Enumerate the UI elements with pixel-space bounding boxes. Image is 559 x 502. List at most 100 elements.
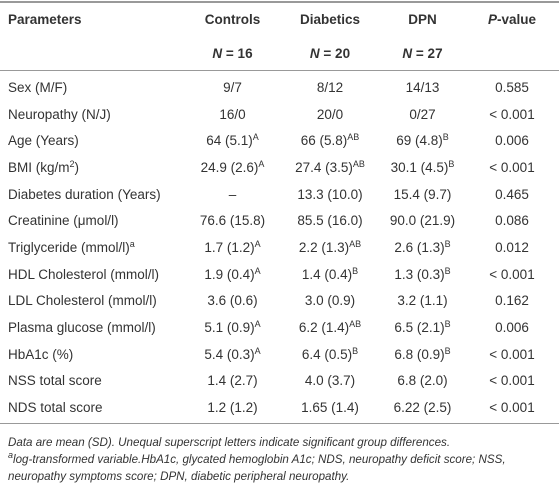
- parameter-name: Sex (M/F): [8, 79, 68, 95]
- cell: 3.0 (0.9): [304, 293, 356, 309]
- cell: 1.9 (0.4)A: [185, 261, 280, 288]
- superscript: AB: [349, 238, 362, 249]
- cell: 24.9 (2.6)A: [185, 154, 280, 181]
- sample-size: N = 16: [185, 36, 280, 71]
- superscript: B: [442, 132, 449, 143]
- superscript: B: [444, 345, 451, 356]
- superscript: A: [252, 132, 259, 143]
- text: 6.5 (2.1): [394, 320, 445, 336]
- text: Data are mean (SD). Unequal superscript …: [8, 435, 451, 449]
- cell: 0.162: [495, 293, 529, 309]
- cell: 0/27: [409, 106, 436, 122]
- table-row: HbA1c (%) 5.4 (0.3)A 6.4 (0.5)B 6.8 (0.9)B <…: [0, 341, 559, 368]
- table-row: Age (Years) 64 (5.1)A 66 (5.8)AB 69 (4.8)B 0…: [0, 127, 559, 154]
- sample-size: N = 20: [280, 36, 380, 71]
- italic-text: N: [309, 45, 320, 61]
- parameter-name: HDL Cholesterol (mmol/l): [8, 266, 160, 282]
- parameter-name: BMI (kg/m2): [0, 154, 185, 181]
- cell: 1.4 (2.7): [207, 373, 258, 389]
- superscript: A: [254, 238, 261, 249]
- text: 5.4 (0.3): [204, 346, 255, 362]
- text: = 16: [222, 45, 253, 61]
- superscript: B: [444, 319, 451, 330]
- text: = 27: [412, 45, 443, 61]
- superscript: B: [352, 265, 359, 276]
- cell: 2.6 (1.3)B: [380, 234, 465, 261]
- cell: 4.0 (3.7): [304, 373, 356, 389]
- cell: 6.5 (2.1)B: [380, 314, 465, 341]
- superscript: A: [254, 265, 261, 276]
- cell: < 0.001: [489, 159, 535, 175]
- superscript: B: [448, 158, 455, 169]
- superscript: B: [444, 238, 451, 249]
- cell: 9/7: [223, 79, 242, 95]
- table-row: NSS total score 1.4 (2.7) 4.0 (3.7) 6.8 (2.…: [0, 368, 559, 395]
- superscript: a: [8, 449, 14, 460]
- cell: 0.012: [495, 239, 529, 255]
- parameter-name: NSS total score: [8, 373, 102, 389]
- cell: 1.4 (0.4)B: [280, 261, 380, 288]
- cell: 3.6 (0.6): [207, 293, 258, 309]
- text: 27.4 (3.5): [295, 159, 353, 175]
- superscript: A: [254, 345, 261, 356]
- cell: 1.2 (1.2): [185, 394, 280, 424]
- cell: 6.4 (0.5)B: [280, 341, 380, 368]
- cell: 27.4 (3.5)AB: [280, 154, 380, 181]
- text: 6.8 (0.9): [394, 346, 445, 362]
- column-header: DPN: [408, 12, 437, 27]
- cell: < 0.001: [489, 346, 535, 362]
- table-row: LDL Cholesterol (mmol/l) 3.6 (0.6) 3.0 (0.…: [0, 288, 559, 315]
- text: 6.2 (1.4): [298, 320, 350, 336]
- cell: 8/12: [316, 79, 344, 95]
- cell: 0.006: [495, 133, 529, 149]
- cell: 14/13: [405, 79, 440, 95]
- parameter-name: Triglyceride (mmol/l)a: [0, 234, 185, 261]
- cell: 20/0: [316, 106, 344, 122]
- text: 30.1 (4.5): [390, 159, 449, 175]
- header-row: Parameters Controls Diabetics DPN P-value: [0, 2, 559, 36]
- cell: 1.7 (1.2)A: [185, 234, 280, 261]
- superscript: AB: [347, 132, 360, 143]
- text: 66 (5.8): [300, 133, 348, 149]
- text: 1.7 (1.2): [204, 239, 255, 255]
- cell: 6.8 (2.0): [397, 373, 448, 389]
- table-row: Triglyceride (mmol/l)a 1.7 (1.2)A 2.2 (1.3…: [0, 234, 559, 261]
- column-header: Diabetics: [299, 12, 361, 27]
- cell: 15.4 (9.7): [393, 186, 452, 202]
- table-row: Diabetes duration (Years) – 13.3 (10.0) 15.…: [0, 181, 559, 208]
- parameter-name: HbA1c (%): [8, 346, 74, 362]
- text: -value: [496, 12, 537, 27]
- cell: 5.4 (0.3)A: [185, 341, 280, 368]
- parameter-name: Neuropathy (N/J): [8, 106, 111, 122]
- superscript: AB: [349, 319, 362, 330]
- table-row: HDL Cholesterol (mmol/l) 1.9 (0.4)A 1.4 (0…: [0, 261, 559, 288]
- column-header: Controls: [204, 12, 261, 27]
- cell: –: [228, 186, 237, 202]
- superscript: AB: [352, 158, 365, 169]
- cell: 85.5 (16.0): [297, 213, 363, 229]
- text: Triglyceride (mmol/l): [8, 239, 130, 255]
- cell: 30.1 (4.5)B: [380, 154, 465, 181]
- text: 1.9 (0.4): [204, 266, 255, 282]
- cell: 66 (5.8)AB: [280, 127, 380, 154]
- text: 5.1 (0.9): [204, 320, 255, 336]
- cell: 13.3 (10.0): [297, 186, 363, 202]
- cell: 2.2 (1.3)AB: [280, 234, 380, 261]
- superscript: B: [352, 345, 359, 356]
- superscript: B: [444, 265, 451, 276]
- parameter-name: LDL Cholesterol (mmol/l): [8, 293, 157, 309]
- superscript: a: [129, 238, 135, 249]
- cell: < 0.001: [465, 394, 559, 424]
- cell: 0.006: [495, 320, 529, 336]
- table-body: Sex (M/F) 9/7 8/12 14/13 0.585 Neuropathy (N/…: [0, 71, 559, 424]
- text: 2.6 (1.3): [394, 239, 445, 255]
- cell: < 0.001: [489, 106, 535, 122]
- cell: 64 (5.1)A: [185, 127, 280, 154]
- column-header-blank: [465, 36, 559, 71]
- table-row: Creatinine (μmol/l) 76.6 (15.8) 85.5 (16.0…: [0, 207, 559, 234]
- superscript: A: [258, 158, 265, 169]
- cell: 76.6 (15.8): [199, 213, 266, 229]
- cell: 1.65 (1.4): [280, 394, 380, 424]
- text: 24.9 (2.6): [200, 159, 259, 175]
- cell: < 0.001: [489, 373, 535, 389]
